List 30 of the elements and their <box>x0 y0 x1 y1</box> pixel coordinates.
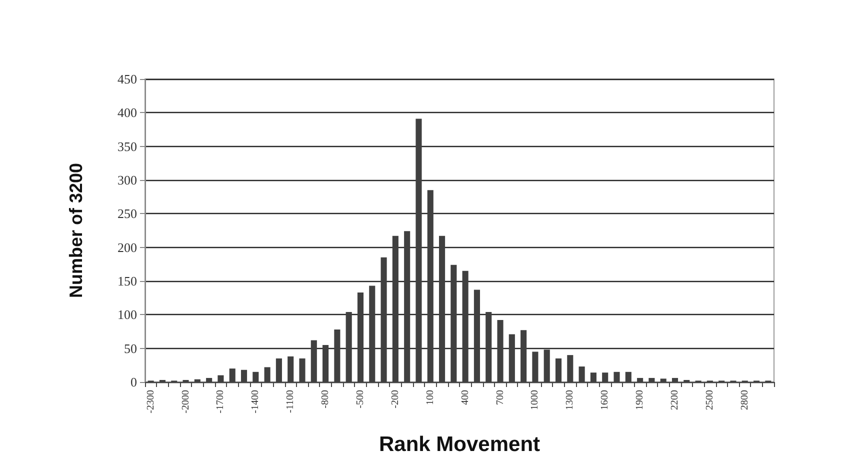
y-tick-label: 350 <box>118 138 137 154</box>
y-tick-label: 0 <box>130 374 137 390</box>
y-tick-label: 250 <box>118 206 137 222</box>
y-tick-label: 200 <box>118 240 137 255</box>
x-tick-label: -1400 <box>250 390 262 414</box>
x-tick-label: 1900 <box>634 390 646 410</box>
x-tick-label: 1600 <box>600 390 611 410</box>
x-axis-title: Rank Movement <box>378 433 540 456</box>
x-tick-label: 1000 <box>530 390 541 410</box>
x-tick-label: 1300 <box>564 390 576 410</box>
x-tick-label: -2300 <box>145 390 156 414</box>
y-tick-label: 100 <box>118 307 137 322</box>
x-tick-label: 2500 <box>704 390 716 410</box>
y-tick-label: 150 <box>118 274 137 288</box>
y-tick-label: 400 <box>118 105 137 120</box>
x-tick-label: -1100 <box>285 390 296 413</box>
x-tick-label: 2200 <box>669 390 680 410</box>
x-tick-label: -500 <box>354 390 366 408</box>
x-tick-label: -2000 <box>180 390 192 414</box>
y-axis-title: Number of 3200 <box>66 162 86 298</box>
x-tick-label: 700 <box>494 390 506 405</box>
x-tick-label: 400 <box>460 390 471 405</box>
y-tick-label: 50 <box>124 340 137 356</box>
y-tick-label: 450 <box>118 72 137 86</box>
x-tick-label: -200 <box>390 390 401 408</box>
x-tick-label: 100 <box>424 390 436 405</box>
y-tick-label: 300 <box>118 172 137 188</box>
x-tick-label: -800 <box>320 390 332 408</box>
x-tick-label: 2800 <box>739 390 750 410</box>
x-tick-label: -1700 <box>215 390 226 414</box>
